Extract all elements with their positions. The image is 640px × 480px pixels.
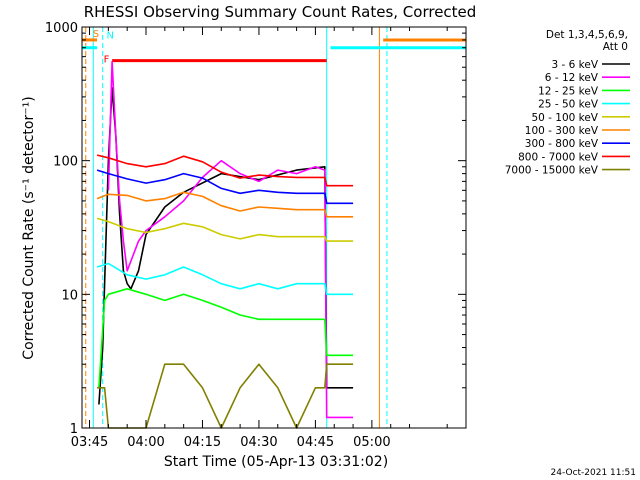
series-lines: [96, 60, 354, 429]
flag-label-n: N: [106, 30, 113, 41]
x-axis: 03:45 04:00 04:15 04:30 04:45 05:00: [71, 27, 448, 450]
series-line-25-50-kev: [96, 262, 354, 296]
legend-label-300-800-kev: 300 - 800 keV: [525, 138, 599, 150]
legend-label-3-6-kev: 3 - 6 keV: [551, 59, 598, 71]
y-tick-label: 1000: [45, 21, 78, 36]
legend-label-50-100-kev: 50 - 100 keV: [531, 112, 598, 124]
flag-label-s: S: [93, 29, 99, 40]
series-line-300-800-kev: [96, 169, 354, 205]
x-tick-label: 05:00: [353, 435, 390, 450]
legend-label-100-300-kev: 100 - 300 keV: [525, 125, 599, 137]
plot-frame: [81, 26, 467, 429]
legend-label-7000-15000-kev: 7000 - 15000 keV: [505, 165, 599, 177]
series-line-800-7000-kev: [96, 154, 354, 187]
chart-title: RHESSI Observing Summary Count Rates, Co…: [84, 3, 477, 21]
flag-label-f: F: [104, 55, 110, 66]
legend-header-line: Att 0: [603, 41, 628, 53]
series-line-12-25-kev: [98, 287, 354, 388]
y-tick-label: 1: [70, 422, 78, 437]
flag-bars: S F N: [82, 29, 466, 66]
x-tick-label: 04:00: [127, 435, 164, 450]
y-tick-label: 100: [53, 155, 78, 170]
y-tick-label: 10: [61, 288, 78, 303]
x-tick-label: 03:45: [71, 435, 108, 450]
y-axis-label: Corrected Count Rate (s⁻¹ detector⁻¹): [21, 96, 37, 359]
series-line-50-100-kev: [96, 217, 354, 242]
x-tick-label: 04:45: [297, 435, 334, 450]
x-tick-label: 04:30: [240, 435, 277, 450]
series-line-100-300-kev: [96, 191, 354, 218]
legend-label-800-7000-kev: 800 - 7000 keV: [518, 151, 599, 163]
legend-header-line: Det 1,3,4,5,6,9,: [546, 29, 628, 41]
series-line-6-12-kev: [107, 60, 354, 419]
x-axis-label: Start Time (05-Apr-13 03:31:02): [164, 454, 388, 470]
legend-label-25-50-kev: 25 - 50 keV: [538, 99, 599, 111]
vertical-markers: [85, 27, 388, 428]
series-line-7000-15000-kev: [97, 363, 354, 429]
legend-label-6-12-kev: 6 - 12 keV: [545, 72, 599, 84]
x-tick-label: 04:15: [184, 435, 221, 450]
y-axis: 1 10 100 1000: [45, 21, 466, 437]
legend-label-12-25-kev: 12 - 25 keV: [538, 85, 599, 97]
footer-timestamp: 24-Oct-2021 11:51: [551, 468, 636, 478]
